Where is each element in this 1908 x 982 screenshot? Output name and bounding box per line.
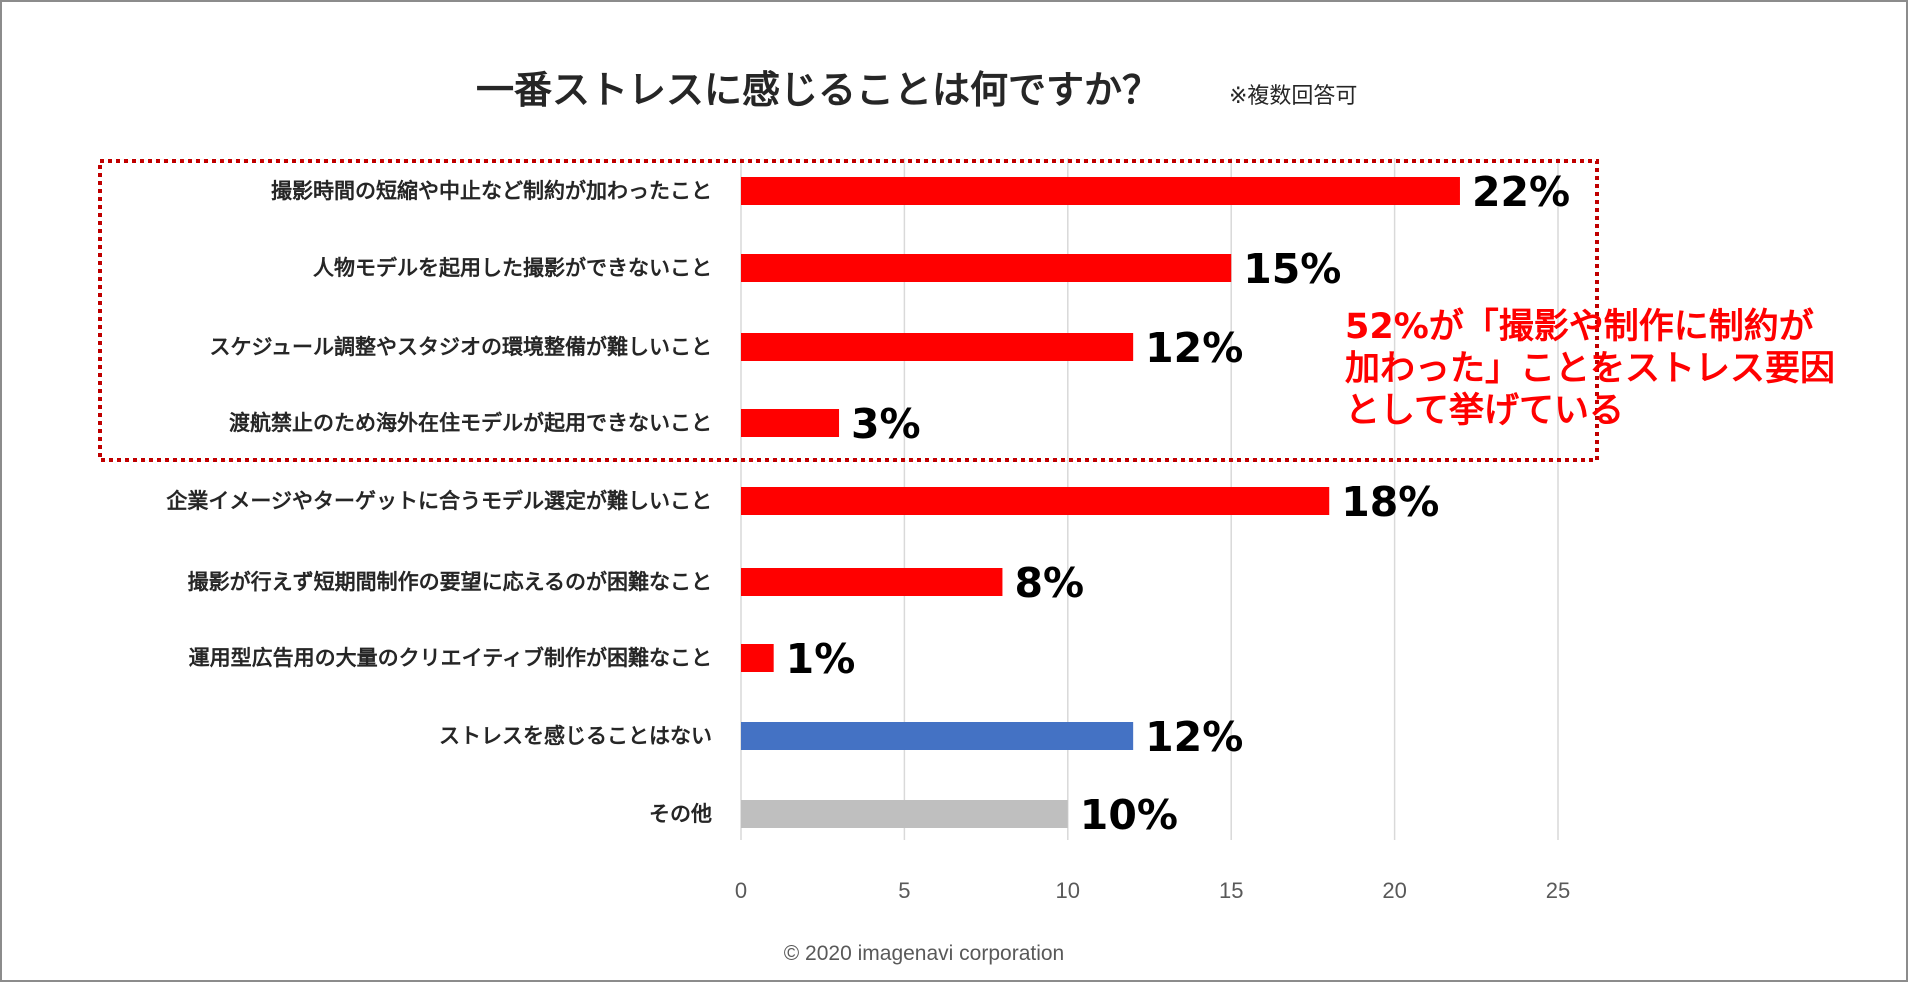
x-tick-label: 10 <box>1056 878 1080 903</box>
data-label: 12% <box>1145 324 1243 372</box>
data-label: 10% <box>1080 791 1178 839</box>
footer-copyright: © 2020 imagenavi corporation <box>784 942 1064 965</box>
data-label: 15% <box>1243 245 1341 293</box>
annotation-line: 52%が「撮影や制作に制約が <box>1345 307 1814 347</box>
category-label: 撮影時間の短縮や中止など制約が加わったこと <box>271 179 712 203</box>
x-tick-label: 20 <box>1382 878 1406 903</box>
data-label: 22% <box>1472 168 1570 216</box>
bar <box>741 333 1134 361</box>
chart-subtitle: ※複数回答可 <box>1229 84 1357 109</box>
category-label: 運用型広告用の大量のクリエイティブ制作が困難なこと <box>189 646 712 670</box>
data-label: 18% <box>1341 478 1439 526</box>
x-tick-label: 25 <box>1546 878 1570 903</box>
category-label: 人物モデルを起用した撮影ができないこと <box>313 256 712 280</box>
bar <box>741 568 1003 596</box>
category-label: 企業イメージやターゲットに合うモデル選定が難しいこと <box>165 489 712 513</box>
bar <box>741 177 1460 205</box>
annotation-line: として挙げている <box>1345 391 1624 431</box>
data-label: 8% <box>1014 559 1084 607</box>
bar <box>741 800 1068 828</box>
category-label: その他 <box>649 802 712 826</box>
bar <box>741 487 1330 515</box>
x-tick-label: 15 <box>1219 878 1243 903</box>
bar <box>741 254 1232 282</box>
x-tick-label: 0 <box>735 878 747 903</box>
highlight-box <box>98 159 1599 462</box>
x-tick-label: 5 <box>898 878 910 903</box>
bar <box>741 644 774 672</box>
annotation-line: 加わった」ことをストレス要因 <box>1345 349 1835 389</box>
data-label: 12% <box>1145 713 1243 761</box>
bar <box>741 722 1134 750</box>
chart-title: 一番ストレスに感じることは何ですか？ <box>476 68 1160 112</box>
category-label: 撮影が行えず短期間制作の要望に応えるのが困難なこと <box>188 570 712 594</box>
category-label: 渡航禁止のため海外在住モデルが起用できないこと <box>229 411 712 435</box>
category-label: ストレスを感じることはない <box>439 724 712 748</box>
bar <box>741 409 840 437</box>
data-label: 3% <box>851 400 921 448</box>
category-label: スケジュール調整やスタジオの環境整備が難しいこと <box>209 335 712 359</box>
data-label: 1% <box>786 635 856 683</box>
